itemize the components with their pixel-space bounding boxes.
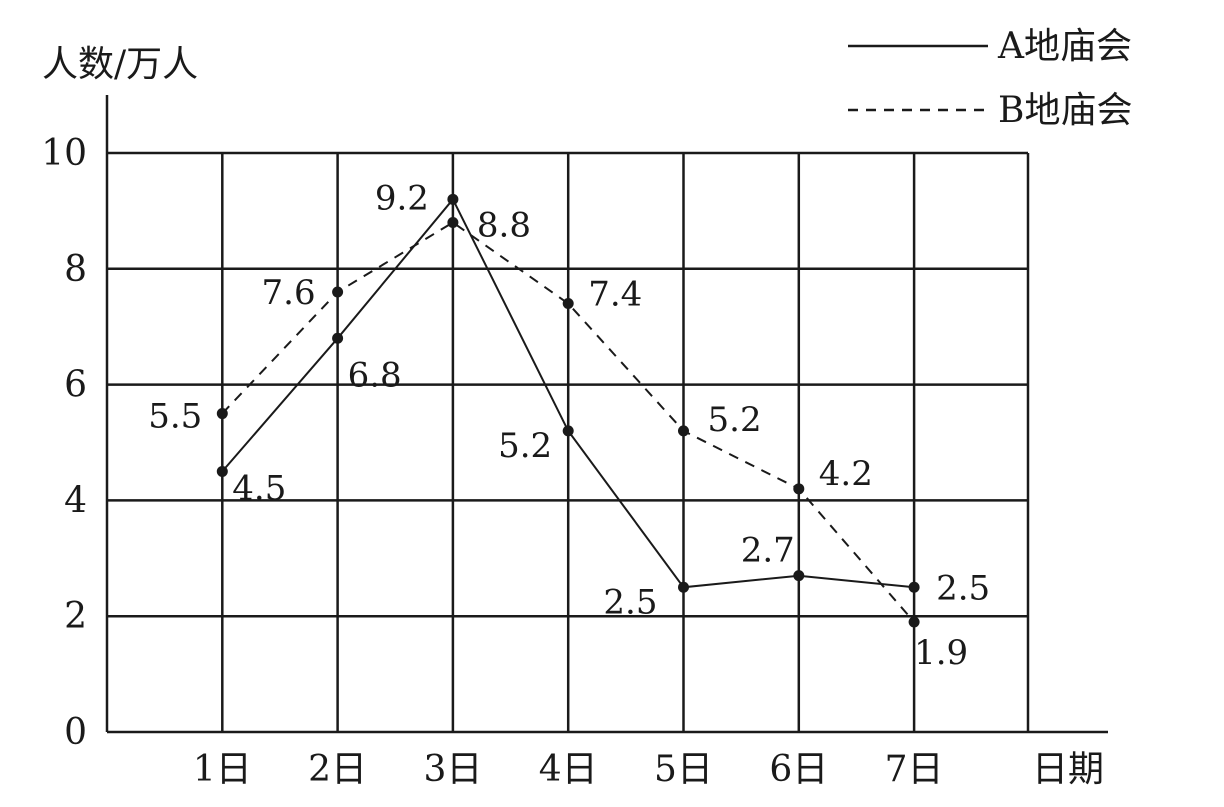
data-point — [908, 581, 920, 593]
data-label: 8.8 — [477, 205, 531, 245]
data-label: 2.7 — [741, 531, 795, 571]
data-point — [447, 216, 459, 228]
data-point — [562, 298, 574, 310]
data-point — [216, 408, 228, 420]
y-tick-label: 0 — [64, 712, 87, 753]
legend-label-series-b: B地庙会 — [998, 90, 1132, 131]
grid — [107, 151, 1030, 732]
data-label: 9.2 — [375, 178, 429, 218]
data-label: 4.5 — [232, 468, 286, 508]
data-label: 7.4 — [588, 275, 642, 315]
data-point — [332, 286, 344, 298]
data-point — [908, 616, 920, 628]
y-tick-label: 4 — [64, 480, 87, 521]
x-tick-label: 5日 — [654, 749, 713, 790]
y-tick-label: 2 — [64, 596, 87, 637]
data-label: 5.2 — [498, 426, 552, 466]
data-label: 5.2 — [708, 400, 762, 440]
data-point — [216, 465, 228, 477]
data-point — [793, 483, 805, 495]
x-tick-label: 6日 — [769, 749, 828, 790]
x-tick-label: 3日 — [423, 749, 482, 790]
x-axis-title: 日期 — [1032, 749, 1104, 790]
data-label: 6.8 — [348, 355, 402, 395]
axes: 0 2 4 6 8 10 1日 2日 3日 4日 5日 6日 7日 — [41, 95, 1108, 790]
y-tick-label: 10 — [41, 133, 87, 174]
x-tick-label: 2日 — [308, 749, 367, 790]
series-layer — [216, 193, 920, 628]
y-axis-title: 人数/万人 — [42, 44, 198, 85]
data-point — [332, 332, 344, 344]
data-point — [678, 581, 689, 593]
data-label: 5.5 — [148, 397, 202, 437]
data-label: 1.9 — [914, 633, 968, 673]
data-label: 2.5 — [936, 568, 990, 608]
data-point — [447, 193, 459, 205]
data-label: 2.5 — [603, 582, 657, 622]
y-tick-label: 8 — [64, 249, 87, 290]
data-labels: 4.5 6.8 9.2 5.2 2.5 2.7 2.5 5.5 7.6 8.8 7.4 5.2 4.2 1… — [148, 178, 990, 673]
legend-label-series-a: A地庙会 — [997, 26, 1132, 67]
x-tick-label: 7日 — [885, 749, 944, 790]
y-tick-label: 6 — [64, 365, 87, 406]
x-tick-label: 4日 — [539, 749, 598, 790]
data-point — [678, 425, 689, 437]
legend: A地庙会 B地庙会 — [848, 26, 1132, 131]
data-point — [562, 425, 574, 437]
data-point — [793, 570, 805, 582]
data-label: 4.2 — [819, 454, 873, 494]
data-label: 7.6 — [262, 273, 316, 313]
x-tick-label: 1日 — [193, 749, 252, 790]
